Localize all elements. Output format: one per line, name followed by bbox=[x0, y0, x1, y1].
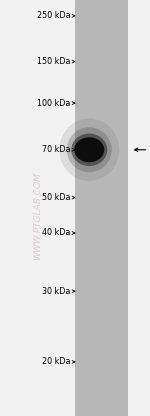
Text: 70 kDa: 70 kDa bbox=[42, 145, 70, 154]
Ellipse shape bbox=[71, 134, 107, 166]
Text: 100 kDa: 100 kDa bbox=[37, 99, 70, 108]
Text: 150 kDa: 150 kDa bbox=[37, 57, 70, 66]
Text: 40 kDa: 40 kDa bbox=[42, 228, 70, 238]
Ellipse shape bbox=[67, 127, 112, 172]
Text: 50 kDa: 50 kDa bbox=[42, 193, 70, 202]
Ellipse shape bbox=[74, 137, 104, 162]
Bar bbox=[75, 0, 128, 416]
Ellipse shape bbox=[59, 119, 119, 181]
Text: 20 kDa: 20 kDa bbox=[42, 357, 70, 366]
Text: 30 kDa: 30 kDa bbox=[42, 287, 70, 296]
Text: WWW.PTGLAB.COM: WWW.PTGLAB.COM bbox=[33, 172, 42, 260]
Text: 250 kDa: 250 kDa bbox=[37, 11, 70, 20]
